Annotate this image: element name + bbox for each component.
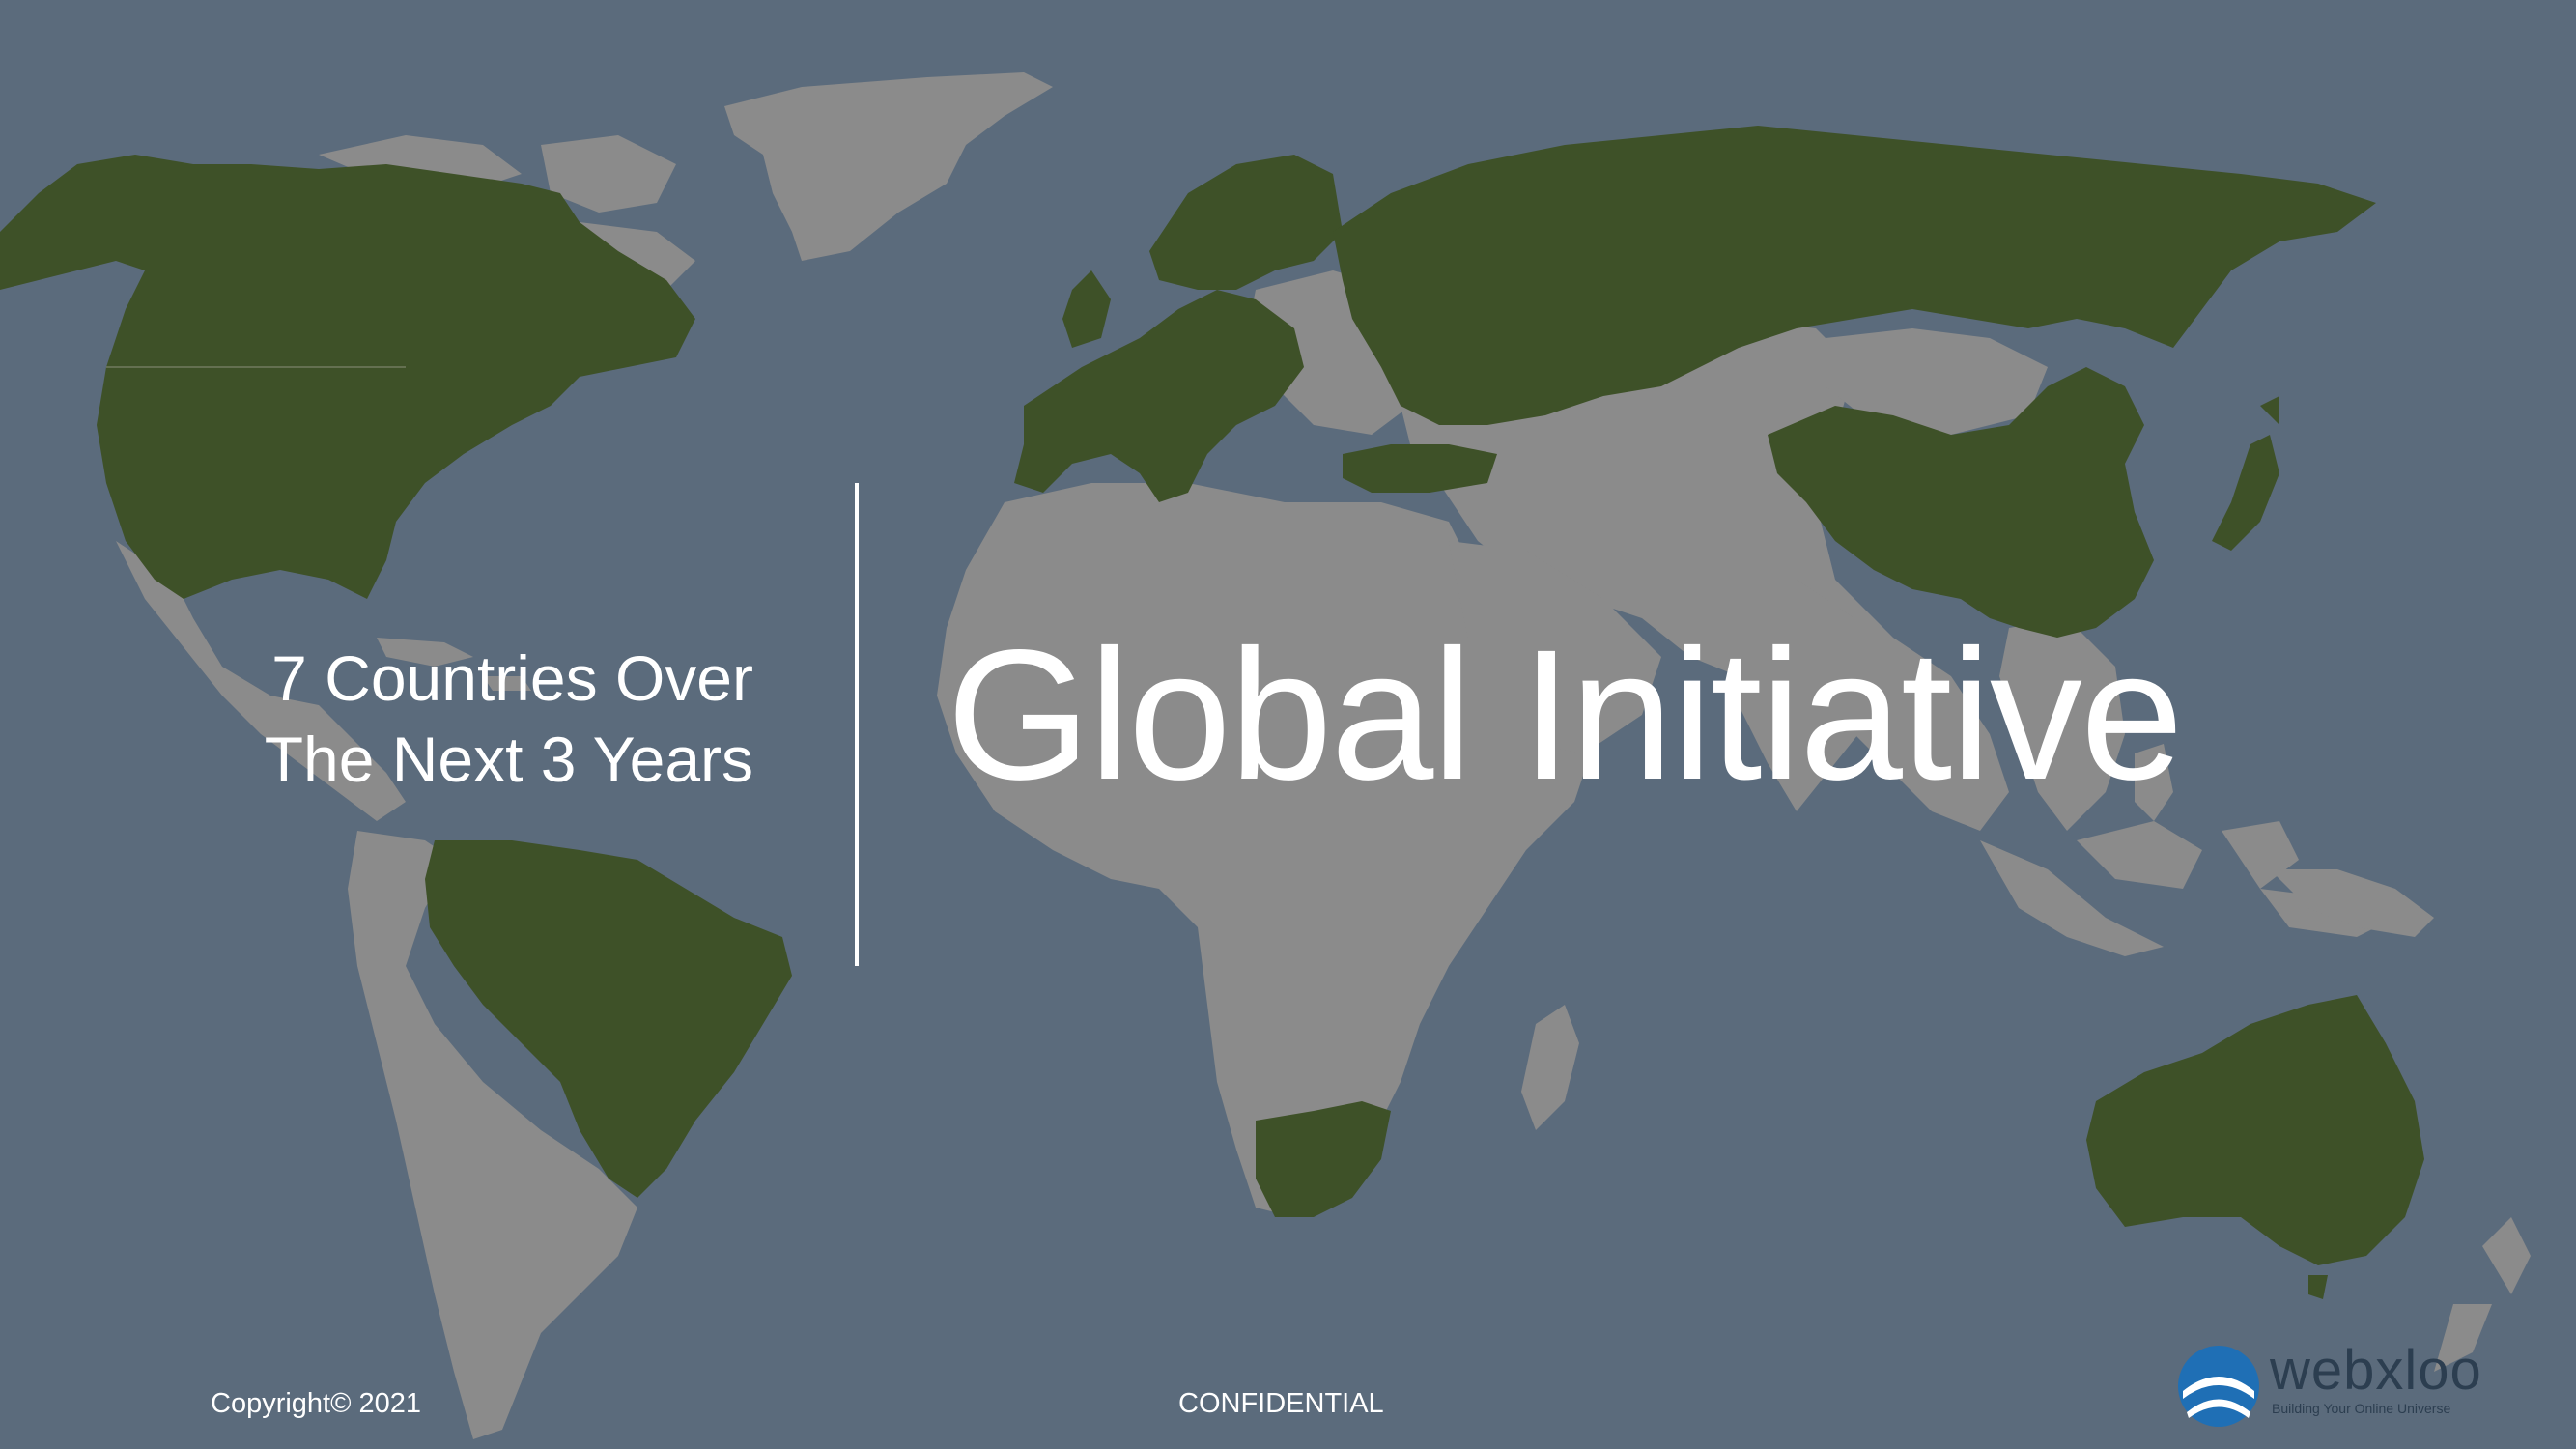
greenland-shape (724, 72, 1053, 261)
southeast-asia-shape (1999, 618, 2125, 831)
tasmania-highlight (2308, 1275, 2328, 1299)
japan-highlight (2212, 396, 2279, 551)
scandinavia-highlight (1149, 155, 1343, 290)
uk-highlight (1062, 270, 1111, 348)
south-africa-highlight (1256, 1101, 1391, 1217)
western-europe-highlight (1014, 290, 1304, 502)
subtitle-line-2: The Next 3 Years (264, 724, 753, 795)
north-america-highlight (0, 155, 695, 599)
logo-tagline: Building Your Online Universe (2272, 1401, 2451, 1416)
indonesia-shape (1980, 821, 2395, 956)
russia-highlight (1333, 126, 2376, 425)
south-america-shape (348, 831, 637, 1439)
webxloo-logo: webxloo Building Your Online Universe (2173, 1338, 2492, 1435)
brazil-highlight (425, 840, 792, 1198)
india-shape (1719, 570, 1893, 811)
madagascar-shape (1521, 1005, 1579, 1130)
china-highlight (1768, 367, 2154, 638)
subtitle-line-1: 7 Countries Over (271, 642, 753, 714)
new-zealand-shape (2434, 1217, 2531, 1372)
mongolia-shape (1826, 328, 2048, 435)
central-america-shape (116, 541, 406, 821)
philippines-shape (2135, 744, 2173, 821)
slide-title: Global Initiative (947, 611, 2184, 818)
arabia-shape (1449, 541, 1661, 753)
logo-mark-icon (2178, 1346, 2259, 1427)
africa-shape (937, 483, 1594, 1217)
subtitle: 7 Countries Over The Next 3 Years (174, 638, 753, 800)
vertical-divider (855, 483, 859, 966)
australia-highlight (2086, 995, 2424, 1265)
copyright-text: Copyright© 2021 (211, 1388, 422, 1419)
logo-name: webxloo (2270, 1339, 2482, 1402)
caribbean-shape (377, 638, 531, 691)
turkey-highlight (1343, 444, 1497, 493)
new-guinea-shape (2270, 869, 2434, 937)
confidential-label: CONFIDENTIAL (1178, 1388, 1384, 1419)
